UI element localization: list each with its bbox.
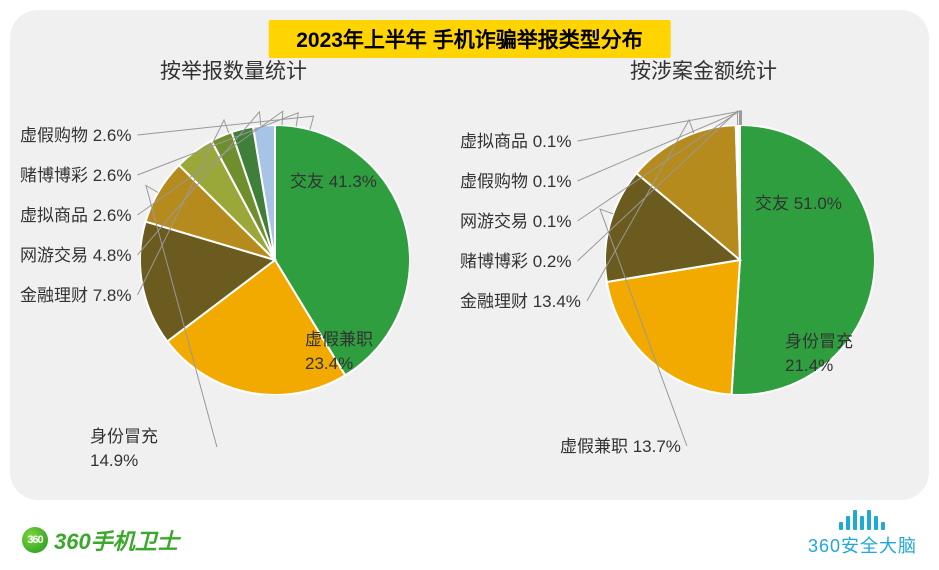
leader-line (577, 111, 737, 261)
slice-label: 网游交易 0.1% (460, 210, 571, 234)
footer: 360 360手机卫士 360安全大脑 (0, 510, 939, 570)
leader-line (137, 113, 298, 175)
brand-security-brain-text: 360安全大脑 (808, 532, 917, 558)
slice-label: 金融理财 7.8% (20, 284, 131, 308)
brand-bar (867, 510, 871, 530)
slice-label: 赌博博彩 0.2% (460, 250, 571, 274)
brand-bar (860, 516, 864, 530)
brand-bar (874, 516, 878, 530)
slice-label: 虚假购物 0.1% (460, 170, 571, 194)
leader-line (600, 209, 687, 446)
slice-label: 虚拟商品 2.6% (20, 204, 131, 228)
slice-label: 赌博博彩 2.6% (20, 164, 131, 188)
brand-bar (881, 522, 885, 530)
slice-label: 身份冒充14.9% (90, 425, 158, 473)
slice-label: 虚假兼职23.4% (305, 328, 373, 376)
brand-360-mobile-guard: 360 360手机卫士 (22, 524, 179, 556)
leader-line (137, 116, 313, 135)
leader-line (577, 111, 740, 181)
slice-label: 金融理财 13.4% (460, 290, 581, 314)
leader-line (137, 120, 228, 295)
brand-bar (853, 510, 857, 530)
brand-security-brain-icon (808, 508, 917, 530)
slice-label: 虚假兼职 13.7% (560, 435, 681, 459)
slice-label: 交友 51.0% (755, 192, 842, 216)
brand-bar (839, 522, 843, 530)
leader-line (146, 186, 217, 448)
brand-360-security-brain: 360安全大脑 (808, 508, 917, 558)
slice-label: 网游交易 4.8% (20, 244, 131, 268)
leader-line (577, 111, 739, 221)
slice-label: 交友 41.3% (290, 170, 377, 194)
brand-bar (846, 516, 850, 530)
slice-label: 虚假购物 2.6% (20, 124, 131, 148)
brand-360-icon: 360 (22, 527, 48, 553)
brand-360-mobile-guard-text: 360手机卫士 (54, 524, 179, 556)
slice-label: 虚拟商品 0.1% (460, 130, 571, 154)
slice-label: 身份冒充21.4% (785, 330, 853, 378)
